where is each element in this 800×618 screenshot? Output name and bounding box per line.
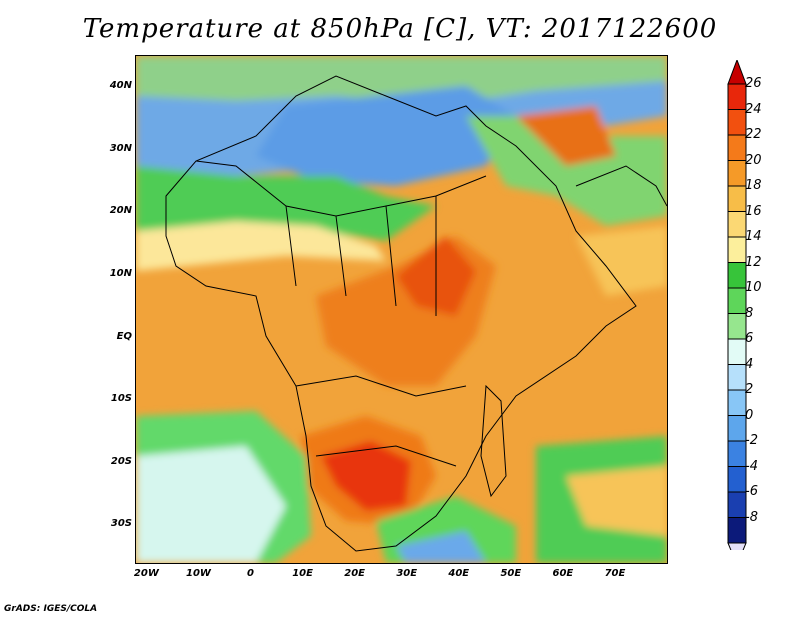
colorbar-swatch [727, 83, 747, 110]
lon-tick-label: 20E [344, 568, 366, 579]
colorbar-tick-label: 8 [745, 305, 754, 321]
colorbar-swatch [727, 517, 747, 544]
lon-tick-label: 40E [448, 568, 470, 579]
colorbar-swatch [727, 440, 747, 467]
colorbar-tick-label: -4 [745, 458, 758, 474]
lat-tick-label: 30S [110, 518, 132, 530]
lat-tick-label: 10S [110, 393, 132, 405]
lat-tick-label: 10N [109, 268, 132, 280]
colorbar-swatch [727, 415, 747, 442]
lat-tick-label: 20S [110, 455, 132, 467]
lat-tick-label: 30N [109, 142, 132, 154]
colorbar-tick-label: 20 [745, 152, 762, 168]
colorbar-swatch [727, 389, 747, 416]
lon-tick-label: 30E [396, 568, 418, 579]
colorbar-tick-label: 0 [745, 407, 754, 423]
colorbar-bottom-arrow [727, 542, 747, 550]
lon-tick-label: 10E [292, 568, 313, 579]
colorbar-swatch [727, 313, 747, 340]
lat-tick-label: 20N [109, 205, 132, 217]
colorbar-tick-label: 14 [745, 229, 762, 244]
colorbar-tick-label: 4 [745, 356, 754, 372]
temperature-field [136, 56, 667, 563]
colorbar-tick-label: 26 [745, 76, 762, 91]
colorbar-swatch [727, 185, 747, 212]
colorbar-top-arrow [727, 60, 747, 85]
lon-tick-label: 10W [185, 568, 211, 579]
colorbar-tick-label: 12 [745, 254, 762, 270]
colorbar-tick-label: 2 [745, 382, 754, 397]
colorbar-swatch [727, 211, 747, 238]
lon-tick-label: 0 [247, 568, 254, 579]
colorbar-tick-label: 22 [745, 127, 762, 142]
colorbar-tick-label: 10 [745, 280, 762, 295]
colorbar-swatch [727, 134, 747, 161]
colorbar-swatch [727, 364, 747, 391]
colorbar-tick-label: 18 [745, 178, 762, 193]
colorbar-swatch [727, 287, 747, 314]
colorbar-swatch [727, 109, 747, 136]
coastline-outline [165, 75, 667, 552]
lat-tick-label: EQ [116, 330, 132, 342]
colorbar-swatch [727, 491, 747, 518]
lon-tick-label: 20W [133, 568, 159, 579]
colorbar-swatch [727, 160, 747, 187]
colorbar-swatch [727, 466, 747, 493]
colorbar-tick-label: 16 [745, 203, 762, 219]
colorbar-tick-label: 6 [745, 331, 754, 346]
lon-tick-label: 50E [500, 568, 522, 579]
colorbar-swatch [727, 262, 747, 289]
colorbar-swatch [727, 338, 747, 365]
colorbar-tick-label: 24 [745, 101, 762, 117]
credit-text: GrADS: IGES/COLA [4, 604, 98, 614]
temperature-map [135, 55, 668, 564]
colorbar-tick-label: -8 [745, 509, 758, 525]
lon-tick-label: 70E [604, 568, 626, 579]
colorbar-tick-label: -2 [745, 433, 758, 448]
map-title: Temperature at 850hPa [C], VT: 201712260… [82, 14, 718, 44]
colorbar-tick-label: -6 [745, 484, 758, 499]
lat-tick-label: 40N [109, 80, 132, 92]
colorbar [727, 60, 747, 550]
colorbar-swatch [727, 236, 747, 263]
lon-tick-label: 60E [552, 568, 574, 579]
